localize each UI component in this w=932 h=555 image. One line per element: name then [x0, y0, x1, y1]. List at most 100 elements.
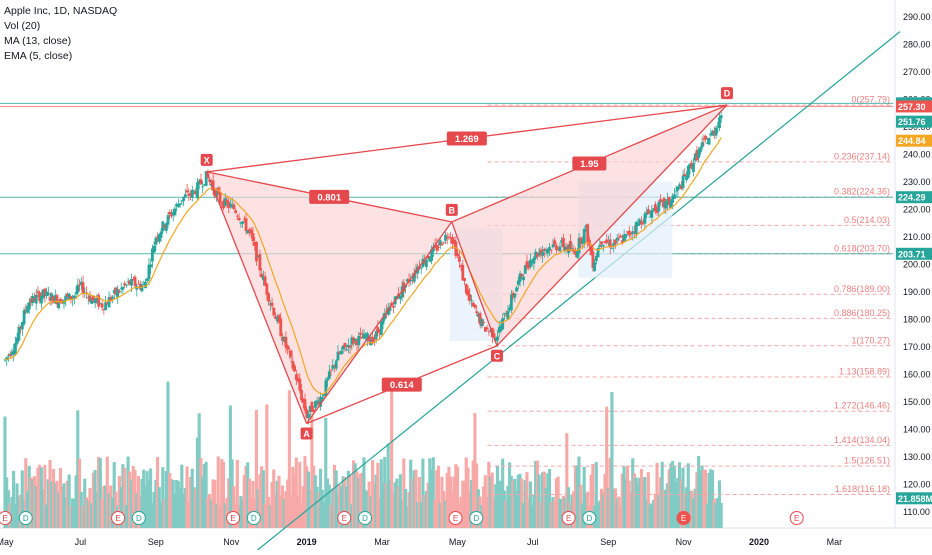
candle-body: [36, 291, 40, 293]
candle-body: [575, 250, 579, 258]
price-badge: [896, 100, 932, 113]
fib-levels: 0(257.79) 0.236(237.14) 0.382(224.36) 0.5(2…: [487, 95, 893, 496]
volume-bar: [93, 470, 97, 528]
volume-bar: [667, 469, 671, 528]
candle-body: [218, 192, 222, 204]
volume-bar: [419, 502, 423, 528]
volume-bar: [72, 499, 76, 528]
candle-body: [548, 246, 551, 251]
candle-body: [222, 200, 225, 209]
volume-bar: [428, 458, 432, 528]
candle-body: [230, 204, 234, 208]
volume-bar: [501, 458, 505, 528]
candle-body: [600, 241, 603, 245]
volume-bar: [397, 486, 401, 528]
volume-bar: [660, 461, 664, 528]
candle-body: [634, 222, 638, 235]
volume-bar: [421, 458, 425, 528]
candle-body: [178, 203, 182, 205]
volume-bar: [662, 490, 666, 528]
volume-bar: [62, 483, 66, 528]
candle-body: [161, 221, 165, 232]
volume-bar: [544, 488, 548, 528]
volume-bar: [149, 468, 153, 528]
candle-body: [539, 249, 543, 256]
price-badge: [896, 134, 932, 147]
candle-body: [525, 261, 529, 268]
candle-body: [659, 199, 662, 203]
volume-bar: [315, 486, 319, 528]
candle-body: [445, 237, 449, 239]
candle-body: [145, 278, 149, 281]
candle-body: [133, 276, 137, 286]
volume-bar: [133, 470, 137, 528]
volume-bar: [527, 498, 531, 528]
volume-bar: [206, 497, 210, 528]
volume-bar: [227, 478, 231, 528]
pattern-point-badge: [445, 203, 458, 216]
candle-body: [685, 175, 688, 181]
volume-bar: [558, 498, 562, 528]
volume-bar: [631, 458, 635, 528]
volume-bar: [350, 503, 354, 528]
volume-bar: [303, 456, 307, 528]
candle-body: [671, 195, 675, 203]
candle-body: [603, 241, 607, 244]
candle-body: [451, 237, 454, 244]
candle-body: [59, 298, 62, 304]
candle-body: [275, 316, 279, 322]
price-badge-label: 224.29: [898, 193, 926, 203]
volume-bar: [468, 491, 472, 528]
volume-bar: [698, 470, 702, 528]
volume-bar: [541, 472, 545, 528]
candle-body: [461, 264, 465, 281]
volume-bar: [495, 465, 500, 528]
volume-bar: [704, 469, 708, 528]
volume-bar: [405, 505, 409, 528]
fib-level-label: 1.618(116.18): [835, 484, 890, 494]
candle-body: [652, 208, 655, 210]
volume-bar: [414, 469, 418, 528]
price-tick-label: 190.00: [903, 287, 931, 297]
candle-body: [175, 203, 179, 207]
candle-body: [340, 350, 343, 355]
candle-body: [581, 240, 584, 244]
time-tick-label: May: [449, 537, 467, 547]
candle-body: [497, 327, 501, 333]
volume-bar: [612, 488, 616, 528]
volume-bar: [580, 503, 584, 528]
candle-body: [546, 249, 550, 254]
candle-body: [568, 240, 572, 251]
fib-level-label: 1.5(126.51): [844, 456, 890, 466]
candle-body: [555, 245, 558, 251]
candle-body: [463, 278, 466, 282]
candle-body: [15, 337, 19, 344]
volume-bar: [546, 473, 550, 528]
volume-bar: [532, 494, 536, 528]
volume-bar: [679, 478, 683, 528]
volume-bar: [84, 497, 89, 528]
volume-bar: [169, 478, 173, 528]
volume-bar: [299, 503, 304, 528]
volume-bar: [412, 470, 416, 528]
volume-bar: [31, 479, 35, 528]
volume-bar: [700, 465, 704, 528]
candle-body: [385, 310, 388, 312]
volume-bar: [287, 390, 291, 528]
volume-bar: [46, 479, 50, 528]
volume-bar: [74, 475, 78, 528]
candle-body: [676, 186, 680, 191]
candle-body: [239, 222, 243, 224]
candle-body: [8, 354, 12, 357]
earnings-marker-label: E: [230, 514, 235, 523]
candle-body: [520, 274, 524, 277]
volume-bar: [180, 464, 184, 528]
pattern-point-badge: [720, 87, 733, 100]
volume-bar: [81, 505, 85, 528]
candle-body: [31, 295, 35, 304]
candle-body: [522, 276, 525, 281]
candle-body: [64, 295, 68, 300]
candle-body: [286, 345, 290, 350]
candle-body: [180, 200, 184, 202]
